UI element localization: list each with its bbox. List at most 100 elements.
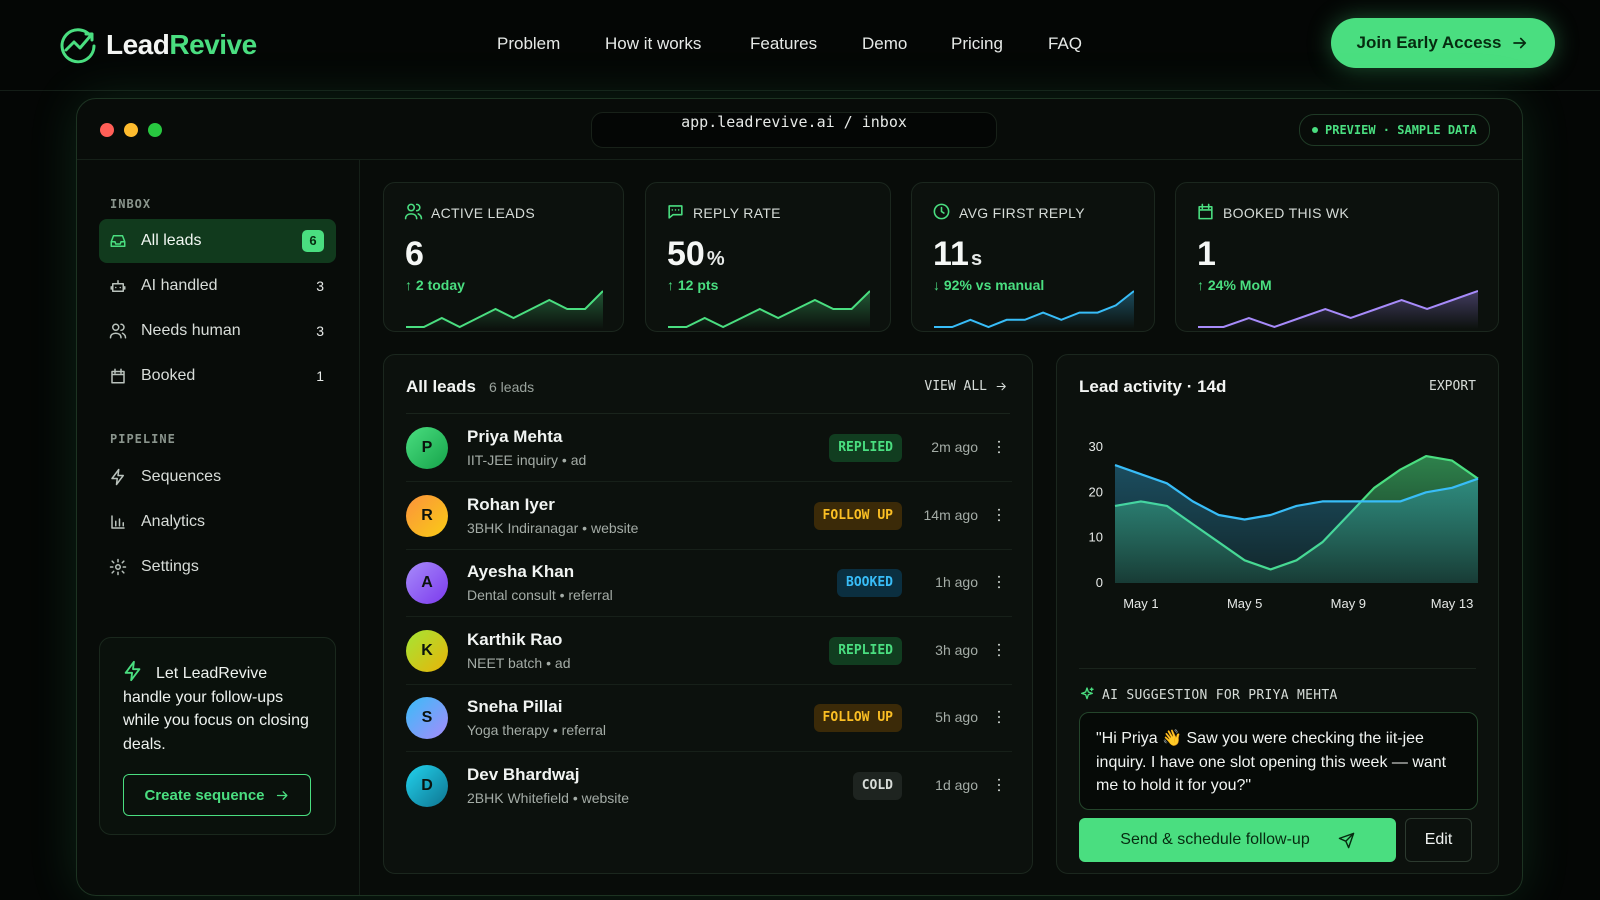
nav-link[interactable]: How it works — [605, 34, 702, 53]
window-dot — [124, 123, 138, 137]
promo-button[interactable]: Create sequence — [123, 774, 311, 816]
sparkline-area — [668, 291, 870, 329]
icon — [109, 558, 127, 576]
cta-button[interactable]: Join Early Access — [1331, 18, 1555, 68]
status-pill: REPLIED — [829, 636, 902, 665]
lead-detail: IIT-JEE inquiry • ad — [467, 452, 587, 468]
lead-name: Karthik Rao — [467, 629, 563, 649]
icon — [110, 280, 126, 292]
sparkline-line — [668, 290, 870, 329]
lead-row[interactable]: P Priya Mehta IIT-JEE inquiry • ad REPLIED 2… — [406, 414, 1012, 482]
kpi-label: REPLY RATE — [693, 205, 781, 221]
sidebar-item[interactable]: Settings — [99, 545, 336, 589]
export-button[interactable]: EXPORT — [1429, 379, 1476, 394]
icon — [404, 203, 423, 220]
item-count: 3 — [316, 323, 324, 339]
x-tick-label: May 1 — [1123, 596, 1158, 611]
series-area — [1115, 465, 1478, 583]
item-count: 1 — [316, 368, 324, 384]
kpi-value-row: 11 s — [933, 235, 982, 274]
avatar: S — [406, 697, 448, 739]
kpi-delta: ↑ 24% MoM — [1197, 277, 1272, 293]
nav-link[interactable]: Pricing — [951, 34, 1003, 53]
nav-link[interactable]: Demo — [862, 34, 908, 53]
sparkline — [406, 290, 603, 329]
send-button[interactable]: Send & schedule follow-up — [1079, 818, 1396, 862]
lead-time: 2m ago — [931, 439, 978, 455]
lead-name: Rohan Iyer — [467, 494, 555, 514]
lead-detail: Yoga therapy • referral — [467, 722, 607, 738]
sparkline-area — [406, 291, 603, 329]
sidebar-item[interactable]: Analytics — [99, 500, 336, 544]
sidebar-item[interactable]: Needs human 3 — [99, 309, 336, 353]
url-bar: app.leadrevive.ai / inbox — [591, 112, 997, 148]
sidebar: INBOX All leads 6 AI handled 3 Needs human 3 Bo… — [77, 99, 359, 895]
kpi-value: 6 — [405, 235, 424, 273]
lead-time: 3h ago — [935, 641, 978, 658]
window-dot — [100, 123, 114, 137]
icon — [668, 205, 683, 219]
item-label: AI handled — [141, 277, 218, 294]
y-tick-label: 30 — [1089, 439, 1103, 454]
button-label: Create sequence — [144, 786, 265, 804]
sidebar-item[interactable]: Sequences — [99, 455, 336, 499]
view-all[interactable]: VIEW ALL — [924, 379, 1008, 394]
badge-label: PREVIEW · SAMPLE DATA — [1325, 123, 1477, 137]
item-count: 6 — [302, 230, 324, 252]
edit-button[interactable]: Edit — [1405, 818, 1472, 862]
chart-panel: Lead activity · 14d EXPORT 0 10 20 30 May 1 May… — [1056, 354, 1499, 874]
icon-path — [1338, 832, 1355, 848]
lead-count: 6 leads — [489, 379, 535, 395]
sidebar-item[interactable]: All leads 6 — [99, 219, 336, 263]
avatar: K — [406, 629, 448, 672]
more-button — [997, 440, 1001, 454]
lead-row[interactable]: K Karthik Rao NEET batch • ad REPLIED 3h ago — [406, 617, 1012, 685]
lead-row[interactable]: S Sneha Pillai Yoga therapy • referral FOLL… — [406, 684, 1012, 752]
kpi-value: 11 — [933, 235, 969, 273]
icon-path — [933, 203, 950, 220]
icon-path — [111, 368, 125, 384]
icon-path — [124, 660, 141, 682]
sparkline — [668, 290, 870, 329]
avatar: R — [406, 494, 448, 537]
sparkline-line — [934, 290, 1134, 329]
nav-link[interactable]: FAQ — [1048, 34, 1083, 53]
icon-path — [1513, 37, 1527, 49]
icon — [933, 203, 950, 220]
top-nav: LeadRevive Problem How it works Features Dem… — [0, 0, 1600, 91]
icon-path — [110, 280, 126, 292]
lead-detail: 3BHK Indiranagar • website — [467, 519, 639, 536]
lead-row[interactable]: D Dev Bhardwaj 2BHK Whitefield • website CO… — [406, 752, 1012, 819]
sparkline-line — [1198, 290, 1478, 329]
lead-time: 1d ago — [935, 776, 978, 793]
sidebar-item[interactable]: AI handled 3 — [99, 264, 336, 308]
avatar: P — [406, 427, 448, 469]
suggestion-message: "Hi Priya 👋 Saw you were checking the ii… — [1079, 712, 1478, 810]
y-tick-label: 0 — [1096, 575, 1103, 590]
section-heading: PIPELINE — [110, 432, 176, 446]
brand-lead: Lead — [106, 29, 170, 60]
icon — [1198, 203, 1213, 220]
lead-row[interactable]: R Rohan Iyer 3BHK Indiranagar • website FOL… — [406, 482, 1012, 550]
y-tick-label: 10 — [1089, 530, 1103, 545]
avatar: D — [406, 764, 448, 807]
item-label: Sequences — [141, 468, 222, 485]
button-label: Send & schedule follow-up — [1120, 831, 1310, 848]
panel-title: All leads — [406, 377, 476, 396]
kpi-delta: ↑ 2 today — [405, 277, 465, 293]
suggestion-heading: AI SUGGESTION FOR PRIYA MEHTA — [1102, 688, 1338, 703]
more-button — [997, 643, 1001, 656]
sidebar-item[interactable]: Booked 1 — [99, 354, 336, 398]
nav-link[interactable]: Problem — [497, 34, 561, 53]
kpi-value: 50 — [667, 235, 705, 273]
lead-row[interactable]: A Ayesha Khan Dental consult • referral BOO… — [406, 549, 1012, 617]
item-label: Needs human — [141, 322, 241, 339]
lead-name: Priya Mehta — [467, 427, 563, 446]
nav-link[interactable]: Features — [750, 34, 818, 53]
icon — [124, 660, 141, 682]
item-label: Booked — [141, 367, 196, 384]
preview-badge: PREVIEW · SAMPLE DATA — [1299, 114, 1490, 146]
icon-path — [404, 203, 423, 220]
